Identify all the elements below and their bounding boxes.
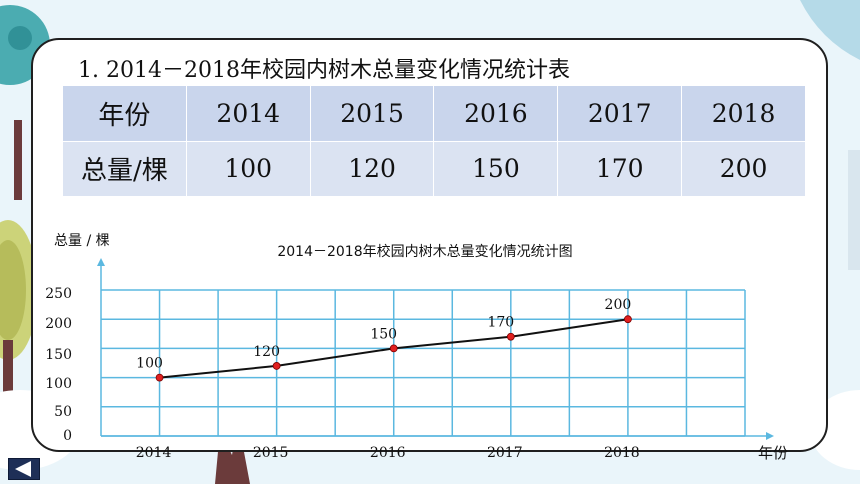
tree-trunk-right bbox=[848, 150, 860, 270]
tree-branch-bottom bbox=[215, 420, 250, 484]
data-point bbox=[506, 332, 515, 341]
year-cell: 2017 bbox=[557, 85, 683, 142]
data-point bbox=[624, 315, 632, 324]
total-cell: 170 bbox=[557, 140, 683, 197]
row-header-total: 总量/棵 bbox=[62, 140, 187, 197]
year-cell: 2016 bbox=[433, 85, 559, 142]
x-tick-label: 2017 bbox=[487, 445, 523, 461]
table-title: 1. 2014－2018年校园内树木总量变化情况统计表 bbox=[78, 58, 570, 83]
row-header-year: 年份 bbox=[62, 85, 187, 142]
x-tick-label: 2014 bbox=[136, 445, 172, 461]
y-tick-label: 50 bbox=[54, 404, 72, 420]
data-label: 100 bbox=[136, 356, 163, 372]
y-axis-arrow bbox=[97, 258, 105, 266]
data-label: 150 bbox=[370, 326, 397, 342]
y-tick-label: 250 bbox=[45, 286, 72, 302]
table-row-years: 年份 2014 2015 2016 2017 2018 bbox=[62, 85, 806, 142]
table-row-totals: 总量/棵 100 120 150 170 200 bbox=[62, 140, 806, 197]
x-tick-label: 2016 bbox=[370, 445, 406, 461]
year-cell: 2015 bbox=[309, 85, 435, 142]
data-point bbox=[272, 362, 281, 370]
x-axis-label: 年份 bbox=[758, 444, 788, 462]
data-point bbox=[155, 373, 164, 382]
y-tick-label: 200 bbox=[45, 316, 72, 332]
back-arrow-icon bbox=[15, 461, 31, 477]
y-tick-label: 0 bbox=[63, 428, 72, 444]
total-cell: 100 bbox=[185, 140, 311, 197]
total-cell: 200 bbox=[681, 140, 806, 197]
year-cell: 2018 bbox=[681, 85, 806, 142]
total-cell: 150 bbox=[433, 140, 559, 197]
tree-right-top bbox=[800, 0, 860, 60]
x-tick-label: 2015 bbox=[253, 445, 289, 461]
x-axis-arrow bbox=[766, 432, 774, 440]
data-label: 170 bbox=[487, 315, 514, 331]
data-label: 120 bbox=[253, 344, 280, 360]
data-label: 200 bbox=[605, 297, 632, 313]
back-button[interactable] bbox=[8, 458, 40, 480]
y-tick-label: 100 bbox=[45, 376, 72, 392]
y-tick-label: 150 bbox=[45, 347, 72, 363]
total-cell: 120 bbox=[309, 140, 435, 197]
chart-title: 2014－2018年校园内树木总量变化情况统计图 bbox=[277, 243, 572, 260]
tree-trunk-left bbox=[14, 120, 22, 200]
y-axis-label: 总量 / 棵 bbox=[54, 233, 110, 249]
data-point bbox=[389, 344, 398, 353]
x-tick-label: 2018 bbox=[604, 445, 640, 461]
statistics-table: 年份 2014 2015 2016 2017 2018 总量/棵 100 120… bbox=[62, 85, 806, 197]
